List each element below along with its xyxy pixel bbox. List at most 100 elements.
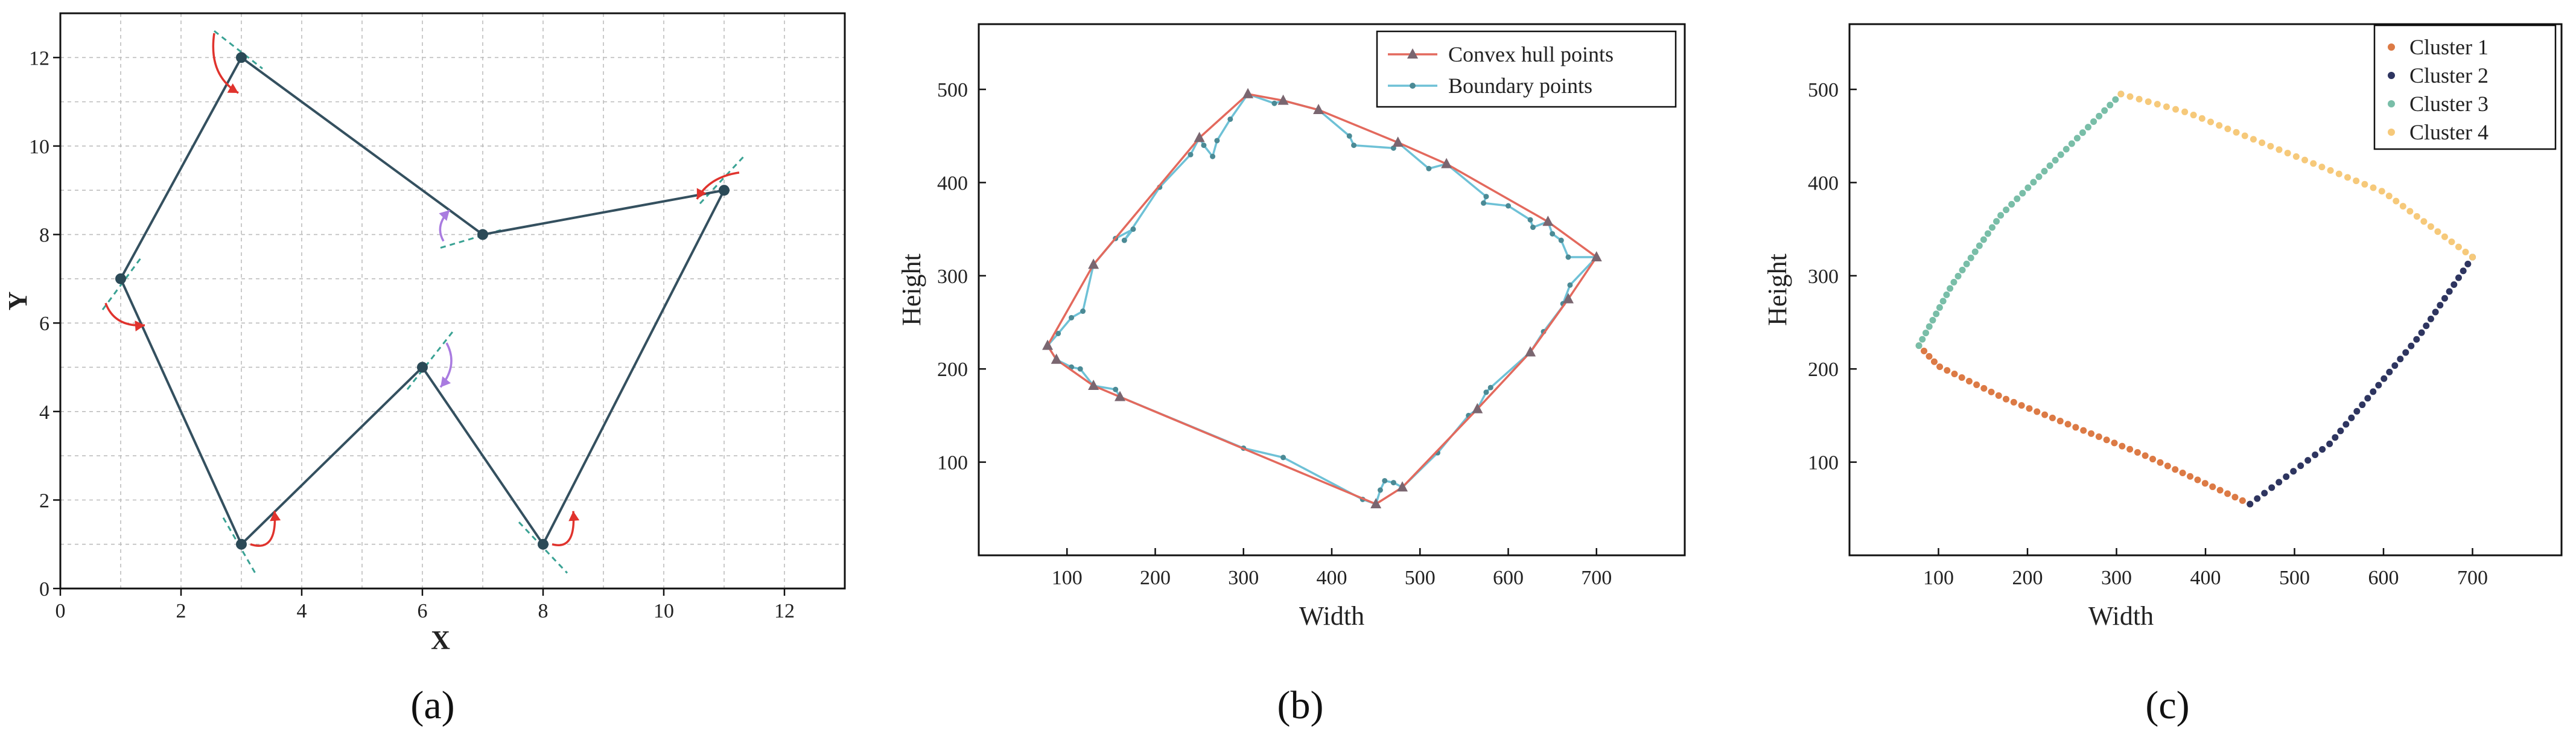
panel-b-boundary-point [1201,142,1207,148]
panel-c-ytick-label: 400 [1808,172,1839,194]
panel-b-ytick-label: 300 [937,266,968,288]
panel-c-xtick-label: 300 [2101,567,2132,589]
panel-c-cluster-2-point [2297,462,2304,470]
panel-c-cluster-1-point [1995,392,2002,399]
panel-a-tangent-line [406,331,454,391]
panel-b-xtick-label: 400 [1317,567,1347,589]
panel-c-cluster-1-point [2003,395,2010,403]
panel-b-xtick-label: 600 [1493,567,1524,589]
panel-b-hull-point [1472,403,1483,413]
panel-c-cluster-1-point [1936,363,1944,371]
panel-b-boundary-point [1483,194,1489,200]
panel-b-legend-hull-marker [1407,48,1418,59]
panel-b-boundary-point [1280,455,1286,461]
panel-c-xlabel: Width [2088,601,2154,631]
panel-b-xlabel: Width [1299,601,1364,631]
panel-a-ytick-label: 4 [39,401,49,424]
panel-c-cluster-3-point [1915,342,1922,349]
panel-c-cluster-4-point [2275,146,2283,153]
panel-c-cluster-3-point [2068,140,2075,147]
panel-c-xtick-label: 100 [1923,567,1954,589]
panel-c-cluster-1-point [1951,371,1958,378]
panel-b-boundary-point [1481,200,1487,206]
panel-c-cluster-3-point [1984,230,1991,237]
panel-c-cluster-4-point [2241,132,2248,139]
panel-b-boundary-point [1069,314,1075,321]
panel-c-xtick-label: 700 [2457,567,2488,589]
panel-a-arrow-concave-head [440,376,451,388]
panel-c-cluster-2-point [2450,281,2458,288]
panel-b-ytick-label: 200 [937,359,968,381]
panel-c-cluster-1-point [2018,402,2025,409]
panel-a-vertex-point [538,538,549,550]
panel-c-xtick-label: 600 [2368,567,2399,589]
panel-c-cluster-2-point [2432,308,2439,316]
panel-c-cluster-3-point [2024,184,2032,191]
panel-b-hull-line [1046,92,1598,506]
panel-c-cluster-1-point [2239,497,2246,504]
panel-a-ytick-label: 0 [39,578,49,601]
panel-a-plot-frame [59,12,846,590]
caption-a: (a) [410,683,454,727]
panel-b-boundary-point [1527,217,1533,223]
panel-b-boundary-point [1390,480,1396,486]
panel-c-cluster-3-point [2041,168,2048,175]
panel-c-cluster-1-point [2103,436,2110,444]
panel-a-vertex-point [477,229,488,240]
panel-c-cluster-3-point [1943,291,1950,298]
panel-a-tangent-line [518,522,568,574]
panel-b-boundary-point [1188,152,1194,158]
panel-a-tangent-line [699,154,746,205]
panel-c-cluster-3-point [1976,242,1983,249]
panel-c-cluster-3-point [2035,173,2043,180]
panel-c-cluster-2-point [2290,468,2297,475]
panel-c-cluster-3-point [2030,179,2037,186]
panel-c-cluster-chart: 100 200 300 400 500 600 700 100 200 300 400 500 Widt… [1763,23,2563,631]
panel-c-cluster-1-point [1965,377,1973,384]
panel-c-cluster-3-point [2019,190,2026,197]
panel-c-cluster-4-point [2393,197,2400,205]
panel-c-cluster-1-point [1988,388,1995,395]
panel-c-cluster-3-point [1933,310,1940,317]
panel-c-cluster-1-point [2194,476,2201,483]
panel-a-vertex-point [719,185,730,196]
panel-c-cluster-2-point [2464,260,2472,267]
panel-a-ytick-label: 2 [39,490,49,512]
panel-c-cluster-3-point [2096,112,2103,120]
panel-c-cluster-2-point [2312,451,2319,459]
panel-c-cluster-1-point [2224,490,2231,497]
panel-c-legend-label-4: Cluster 4 [2409,120,2489,144]
panel-c-cluster-4-point [2301,156,2309,164]
panel-b-xtick-label: 500 [1405,567,1436,589]
panel-c-cluster-4-point [2136,95,2143,103]
panel-c-cluster-1-point [2157,459,2164,466]
panel-c-cluster-3-point [1980,236,1987,243]
panel-c-cluster-1-point [1980,384,1988,392]
panel-c-legend-label-2: Cluster 2 [2409,63,2489,88]
panel-b-boundary-point [1080,308,1086,314]
panel-a-xlabel: X [431,625,450,655]
panel-a-arrow-convex-head [568,511,580,522]
panel-c-ytick-label: 500 [1808,79,1839,101]
panel-c-cluster-1-point [2119,442,2126,450]
panel-c-legend-marker-1 [2388,43,2395,51]
panel-c-cluster-3-point [1950,279,1957,286]
panel-c-cluster-3-point [1988,224,1996,231]
panel-b-boundary-point [1121,237,1127,243]
panel-b-xtick-label: 200 [1140,567,1171,589]
panel-c-cluster-2-point [2391,362,2399,369]
panel-c-cluster-3-point [1954,272,1962,279]
panel-c-legend-box [2373,24,2557,150]
panel-c-cluster-4-point [2181,108,2189,115]
panel-c-cluster-1-point [1921,348,1928,355]
panel-c-cluster-3-point [2073,135,2081,142]
panel-c-cluster-2-point [2423,322,2430,330]
panel-c-cluster-2-point [2370,388,2377,395]
panel-b-hull-point [1542,215,1554,226]
panel-b-hull-point [1525,346,1536,357]
panel-a-arrow-convex-head [227,83,238,93]
panel-c-cluster-3-point [2090,118,2097,125]
panel-b-boundary-point [1426,165,1432,171]
panel-c-cluster-3-point [1967,254,1974,261]
panel-c-cluster-3-point [1919,336,1926,343]
